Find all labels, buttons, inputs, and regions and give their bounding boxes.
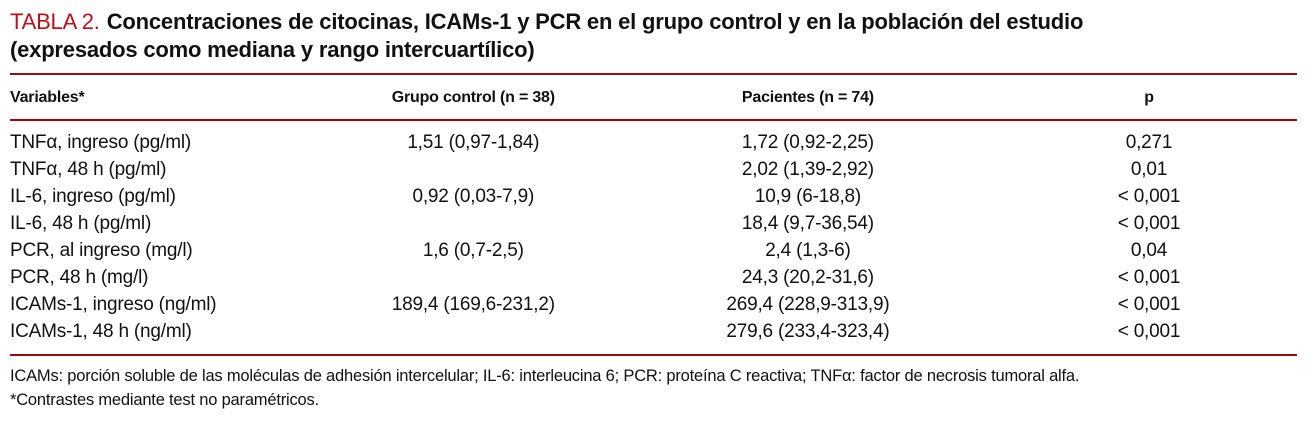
table-title: TABLA 2. Concentraciones de citocinas, IC… bbox=[10, 8, 1297, 64]
footnote-abbreviations: ICAMs: porción soluble de las moléculas … bbox=[10, 367, 1080, 385]
table-row: PCR, 48 h (mg/l) 24,3 (20,2-31,6) < 0,00… bbox=[10, 264, 1297, 291]
header-variables: Variables* bbox=[10, 74, 332, 121]
cell-p-value: 0,01 bbox=[1130, 159, 1168, 180]
cell-variable: PCR, al ingreso (mg/l) bbox=[10, 240, 193, 261]
cell-control bbox=[332, 156, 615, 183]
cell-patients: 24,3 (20,2-31,6) bbox=[741, 267, 874, 288]
cell-control: 1,6 (0,7-2,5) bbox=[422, 240, 524, 261]
cell-control: 0,92 (0,03-7,9) bbox=[412, 186, 535, 207]
cell-control bbox=[332, 318, 615, 355]
cell-variable: IL-6, ingreso (pg/ml) bbox=[10, 186, 176, 207]
cell-p-value: < 0,001 bbox=[1117, 321, 1181, 342]
table-row: TNFα, 48 h (pg/ml) 2,02 (1,39-2,92) 0,01 bbox=[10, 156, 1297, 183]
table-row: ICAMs-1, ingreso (ng/ml) 189,4 (169,6-23… bbox=[10, 291, 1297, 318]
cell-patients: 269,4 (228,9-313,9) bbox=[726, 294, 890, 315]
cell-patients: 18,4 (9,7-36,54) bbox=[741, 213, 874, 234]
cell-patients: 2,02 (1,39-2,92) bbox=[741, 159, 874, 180]
data-table: Variables* Grupo control (n = 38) Pacien… bbox=[10, 73, 1297, 356]
cell-variable: PCR, 48 h (mg/l) bbox=[10, 267, 149, 288]
header-control-group: Grupo control (n = 38) bbox=[331, 74, 615, 121]
table-row: PCR, al ingreso (mg/l) 1,6 (0,7-2,5) 2,4… bbox=[10, 237, 1297, 264]
cell-variable: IL-6, 48 h (pg/ml) bbox=[10, 213, 152, 234]
cell-control: 189,4 (169,6-231,2) bbox=[391, 294, 555, 315]
table-row: IL-6, ingreso (pg/ml) 0,92 (0,03-7,9) 10… bbox=[10, 183, 1297, 210]
header-patients: Pacientes (n = 74) bbox=[614, 74, 1001, 121]
cell-patients: 10,9 (6-18,8) bbox=[754, 186, 862, 207]
cell-control: 1,51 (0,97-1,84) bbox=[407, 132, 540, 153]
footnote-contrast-note: *Contrastes mediante test no paramétrico… bbox=[10, 391, 319, 409]
table-number-label: TABLA 2. bbox=[10, 9, 100, 34]
cell-variable: ICAMs-1, 48 h (ng/ml) bbox=[10, 321, 192, 342]
cell-patients: 1,72 (0,92-2,25) bbox=[741, 132, 874, 153]
cell-p-value: < 0,001 bbox=[1117, 294, 1181, 315]
cell-p-value: 0,271 bbox=[1125, 132, 1173, 153]
cell-control bbox=[332, 264, 615, 291]
header-p-value: p bbox=[1000, 74, 1297, 121]
table-row: ICAMs-1, 48 h (ng/ml) 279,6 (233,4-323,4… bbox=[10, 318, 1297, 355]
cell-variable: ICAMs-1, ingreso (ng/ml) bbox=[10, 294, 217, 315]
cell-p-value: < 0,001 bbox=[1117, 267, 1181, 288]
cell-control bbox=[332, 210, 615, 237]
cell-variable: TNFα, ingreso (pg/ml) bbox=[10, 132, 191, 153]
cell-p-value: < 0,001 bbox=[1117, 213, 1181, 234]
cell-patients: 279,6 (233,4-323,4) bbox=[726, 321, 890, 342]
cell-variable: TNFα, 48 h (pg/ml) bbox=[10, 159, 167, 180]
cell-p-value: 0,04 bbox=[1130, 240, 1168, 261]
header-row: Variables* Grupo control (n = 38) Pacien… bbox=[10, 74, 1297, 121]
table-title-text: Concentraciones de citocinas, ICAMs-1 y … bbox=[10, 9, 1084, 62]
cell-patients: 2,4 (1,3-6) bbox=[765, 240, 851, 261]
table-row: TNFα, ingreso (pg/ml) 1,51 (0,97-1,84) 1… bbox=[10, 120, 1297, 156]
footnotes: ICAMs: porción soluble de las moléculas … bbox=[10, 364, 1297, 412]
table-row: IL-6, 48 h (pg/ml) 18,4 (9,7-36,54) < 0,… bbox=[10, 210, 1297, 237]
cell-p-value: < 0,001 bbox=[1117, 186, 1181, 207]
